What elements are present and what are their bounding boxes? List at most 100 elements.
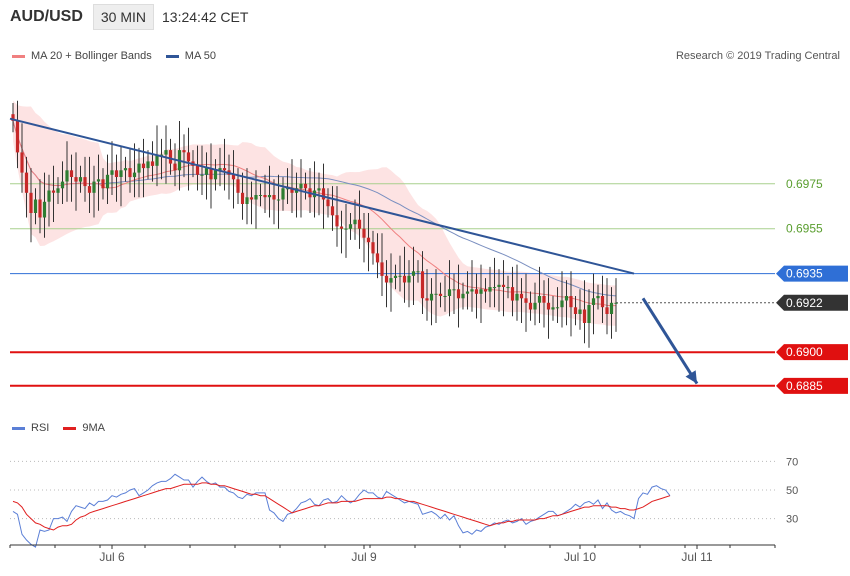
candle-body: [438, 293, 443, 296]
candle: [434, 269, 438, 323]
price-tag-label: 0.6935: [786, 267, 823, 281]
candle-body: [591, 298, 596, 305]
candle-body: [222, 168, 227, 171]
timeframe-badge[interactable]: 30 MIN: [92, 4, 155, 30]
candle-body: [344, 228, 348, 230]
candle: [213, 159, 218, 191]
candle: [470, 260, 474, 312]
candle: [353, 199, 357, 240]
candle-body: [114, 170, 119, 177]
candle: [137, 147, 141, 198]
candle: [218, 147, 222, 187]
candle-body: [281, 188, 285, 200]
candle-body: [200, 174, 204, 176]
candle: [429, 278, 434, 326]
candle: [132, 143, 137, 198]
candle: [87, 156, 92, 213]
candle-body: [560, 300, 564, 308]
candle-body: [384, 275, 389, 283]
rsi-panel: 70 50 30: [10, 456, 798, 548]
candle: [407, 260, 411, 308]
candle-body: [236, 179, 240, 193]
candle-body: [411, 271, 416, 276]
rsi-tick-label: 70: [786, 456, 798, 468]
candle-body: [303, 183, 308, 189]
candle-body: [425, 298, 429, 301]
candle-body: [537, 296, 542, 303]
candle: [587, 289, 591, 348]
candle-body: [479, 289, 483, 294]
candle: [501, 260, 506, 317]
candle: [24, 156, 29, 218]
candle: [96, 154, 101, 211]
candle: [38, 179, 42, 234]
rsi-swatch: [12, 426, 25, 430]
candle: [29, 168, 33, 243]
candle: [452, 273, 456, 314]
candle-body: [272, 195, 276, 200]
symbol-label[interactable]: AUD/USD: [10, 8, 83, 25]
candle: [128, 147, 132, 193]
candle-body: [146, 161, 150, 169]
ma50-swatch: [165, 54, 179, 58]
candle: [299, 159, 303, 218]
candle-body: [465, 291, 470, 294]
candle: [168, 138, 173, 175]
candle-body: [168, 150, 173, 164]
candle-body: [501, 284, 506, 287]
candle: [204, 152, 209, 200]
candle: [569, 271, 573, 337]
candle: [375, 233, 380, 279]
candle: [20, 123, 24, 193]
candle: [335, 186, 339, 247]
candle: [65, 141, 69, 202]
candle-body: [515, 293, 519, 301]
candle-body: [564, 296, 569, 301]
candle: [609, 287, 614, 339]
candle: [362, 213, 366, 263]
candle-body: [128, 168, 132, 178]
candle: [551, 296, 555, 321]
candle-body: [132, 172, 137, 178]
price-tag-bg: [776, 294, 848, 311]
candle: [425, 269, 429, 321]
candle-body: [420, 271, 425, 299]
candle-body: [605, 307, 609, 314]
candle-body: [371, 242, 375, 254]
candle: [186, 127, 191, 191]
candle: [497, 269, 501, 312]
price-tag-0.6922: 0.6922: [776, 294, 848, 311]
candle: [182, 134, 186, 178]
candle: [344, 204, 348, 258]
candle: [492, 257, 497, 308]
level-lines: [10, 183, 775, 387]
candle-body: [38, 199, 42, 218]
candle: [60, 161, 65, 204]
candle-body: [362, 228, 366, 238]
legend-ma50-label: MA 50: [184, 50, 216, 62]
candle-body: [555, 307, 560, 309]
candle: [393, 264, 398, 290]
candle-body: [74, 177, 78, 182]
candle: [416, 260, 420, 283]
candle: [285, 168, 290, 204]
candle: [249, 181, 254, 225]
candle: [474, 273, 479, 319]
candle: [173, 143, 177, 187]
candle: [123, 156, 128, 182]
candle-body: [276, 199, 281, 201]
candle-body: [186, 152, 191, 162]
candle-body: [587, 305, 591, 323]
candle: [114, 154, 119, 202]
chart-header: AUD/USD 30 MIN 13:24:42 CET: [0, 0, 850, 34]
candle-body: [164, 150, 168, 155]
x-axis: Jul 6 Jul 9 Jul 10 Jul 11: [9, 544, 776, 564]
candle-body: [434, 293, 438, 295]
candle-body: [497, 284, 501, 287]
trend-overlays: [9, 117, 699, 385]
candle: [461, 282, 465, 310]
candle-body: [47, 190, 51, 202]
candle: [281, 177, 285, 211]
candle-body: [285, 188, 290, 190]
